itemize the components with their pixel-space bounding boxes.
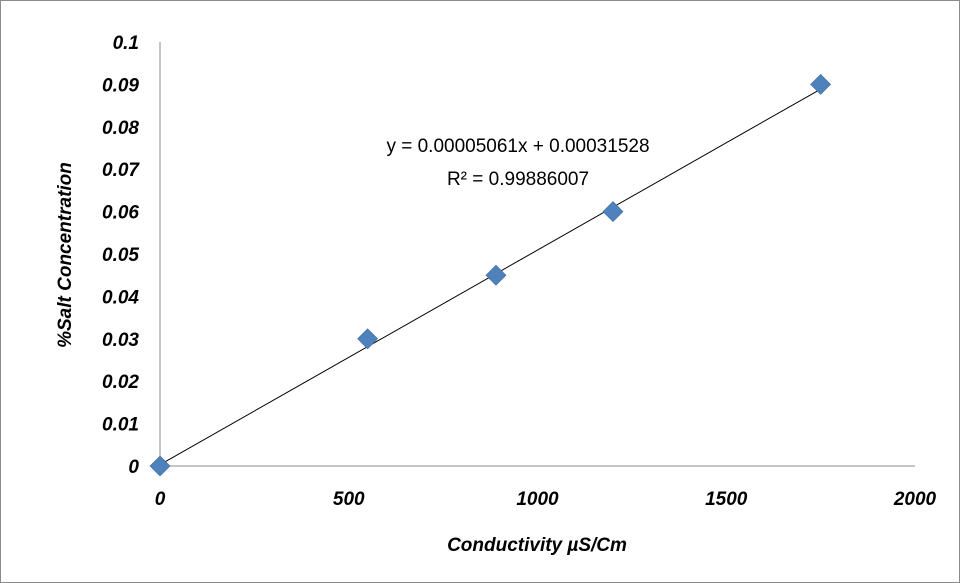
x-tick-label: 1500	[705, 489, 748, 510]
x-axis-title: Conductivity µS/Cm	[447, 535, 627, 556]
y-tick-label: 0.02	[102, 372, 139, 393]
axes	[159, 42, 915, 467]
trendline-equation: y = 0.00005061x + 0.00031528	[386, 136, 649, 157]
y-tick-label: 0.01	[102, 415, 139, 436]
x-tick-label: 500	[333, 489, 365, 510]
y-tick-label: 0	[128, 457, 139, 478]
y-tick-label: 0.03	[102, 330, 139, 351]
data-points	[149, 73, 832, 477]
y-tick-label: 0.08	[102, 118, 139, 139]
y-tick-label: 0.05	[102, 245, 139, 266]
data-point	[149, 455, 171, 477]
x-tick-labels: 0 500 1000 1500 2000	[155, 489, 937, 510]
y-axis-title: %Salt Concentration	[55, 162, 76, 348]
data-point	[602, 201, 624, 223]
x-tick-label: 2000	[893, 489, 937, 510]
x-tick-label: 1000	[516, 489, 559, 510]
y-tick-label: 0.07	[102, 160, 140, 181]
y-tick-label: 0.1	[113, 33, 139, 54]
data-point	[485, 264, 507, 286]
trendline-r-squared: R² = 0.99886007	[447, 169, 589, 190]
data-point	[357, 328, 379, 350]
y-tick-label: 0.06	[102, 203, 139, 224]
data-point	[810, 73, 832, 95]
y-tick-label: 0.04	[102, 287, 139, 308]
y-tick-labels: 0 0.01 0.02 0.03 0.04 0.05 0.06 0.07 0.08 0.09 0.1	[102, 33, 140, 478]
y-tick-label: 0.09	[102, 75, 139, 96]
x-tick-label: 0	[155, 489, 166, 510]
